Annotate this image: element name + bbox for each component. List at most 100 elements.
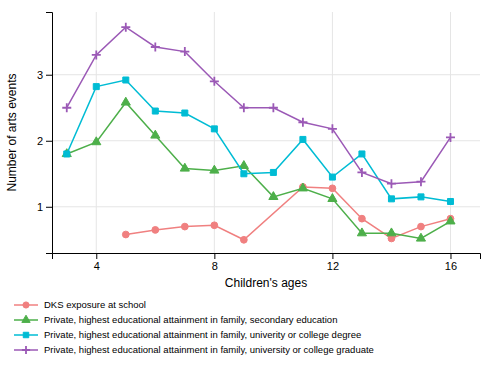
series <box>64 77 454 204</box>
y-axis-line <box>46 13 53 254</box>
legend-entry: Private, highest educational attainment … <box>14 314 337 325</box>
legend-label: Private, highest educational attainment … <box>44 314 337 325</box>
y-axis: 1 2 3 <box>37 13 53 254</box>
point <box>152 227 159 234</box>
point <box>269 103 278 112</box>
y-axis-tick: 3 <box>37 69 52 81</box>
point <box>180 163 189 171</box>
legend-label: Private, highest educational attainment … <box>44 329 361 340</box>
point <box>418 194 424 200</box>
legend-marker <box>23 332 28 337</box>
point <box>388 196 394 202</box>
point <box>387 228 396 236</box>
marks <box>62 23 455 243</box>
point <box>64 151 70 157</box>
x-axis-tick: 16 <box>445 253 457 272</box>
x-axis-line <box>53 254 481 260</box>
point <box>181 223 188 230</box>
x-axis-tick-mark <box>450 253 451 259</box>
series <box>62 23 455 188</box>
point <box>328 124 337 133</box>
point <box>446 216 455 224</box>
legend-entry: DKS exposure at school <box>14 299 146 310</box>
point <box>121 23 130 32</box>
point <box>329 185 336 192</box>
point <box>211 126 217 132</box>
point <box>180 47 189 56</box>
grid-line-x <box>96 12 97 253</box>
point <box>93 84 99 90</box>
plot: 481216123Children's agesNumber of arts e… <box>5 12 481 290</box>
legend-label: DKS exposure at school <box>44 299 146 310</box>
point <box>210 77 219 86</box>
point <box>92 50 101 59</box>
x-axis-tick-label: 4 <box>94 260 100 272</box>
point <box>123 77 129 83</box>
point <box>121 97 130 105</box>
series-line <box>126 187 451 240</box>
series <box>62 97 455 241</box>
x-axis-tick-mark <box>332 253 333 259</box>
point <box>447 198 453 204</box>
y-axis-tick-mark <box>46 141 52 142</box>
grid-line-y <box>52 140 480 141</box>
legend-marker <box>22 315 30 322</box>
series-line <box>67 27 451 183</box>
point <box>298 183 307 191</box>
point <box>239 103 248 112</box>
y-axis-tick-label: 3 <box>37 69 43 81</box>
point <box>387 179 396 188</box>
point <box>62 103 71 112</box>
point <box>151 130 160 138</box>
point <box>357 168 366 177</box>
point <box>151 42 160 51</box>
grid <box>52 12 480 253</box>
point <box>92 137 101 145</box>
x-axis-tick: 12 <box>327 253 339 272</box>
point <box>269 192 278 200</box>
point <box>418 223 425 230</box>
point <box>182 110 188 116</box>
point <box>357 228 366 236</box>
legend-entry: Private, highest educational attainment … <box>14 344 374 355</box>
point <box>416 177 425 186</box>
series-line <box>67 102 451 238</box>
y-axis-tick: 1 <box>37 201 52 213</box>
x-axis-tick: 4 <box>94 253 100 272</box>
point <box>328 194 337 202</box>
x-axis-tick: 8 <box>212 253 218 272</box>
point <box>359 151 365 157</box>
point <box>270 169 276 175</box>
point <box>359 215 366 222</box>
x-axis-tick-label: 16 <box>445 260 457 272</box>
x-axis-tick-mark <box>214 253 215 259</box>
point <box>416 233 425 241</box>
point <box>298 118 307 127</box>
point <box>241 171 247 177</box>
x-axis-tick-mark <box>96 253 97 259</box>
legend-label: Private, highest educational attainment … <box>44 344 374 355</box>
point <box>240 236 247 243</box>
point <box>211 222 218 229</box>
legend-entry: Private, highest educational attainment … <box>14 329 361 340</box>
point <box>446 133 455 142</box>
point <box>239 161 248 169</box>
x-axis-title: Children's ages <box>225 276 307 290</box>
point <box>152 108 158 114</box>
y-axis-tick-label: 2 <box>37 135 43 147</box>
x-axis-tick-label: 12 <box>327 260 339 272</box>
point <box>210 165 219 173</box>
legend: DKS exposure at school Private, highest e… <box>14 299 374 355</box>
point <box>300 136 306 142</box>
x-axis: 4 8 12 16 <box>53 253 481 272</box>
y-axis-title: Number of arts events <box>5 73 19 191</box>
y-axis-tick-label: 1 <box>37 201 43 213</box>
y-axis-tick: 2 <box>37 135 52 147</box>
y-axis-tick-mark <box>46 207 52 208</box>
legend-marker <box>22 346 30 354</box>
grid-line-y <box>52 74 480 75</box>
legend-marker <box>23 302 29 308</box>
point <box>329 174 335 180</box>
point <box>62 149 71 157</box>
y-axis-tick-mark <box>46 75 52 76</box>
